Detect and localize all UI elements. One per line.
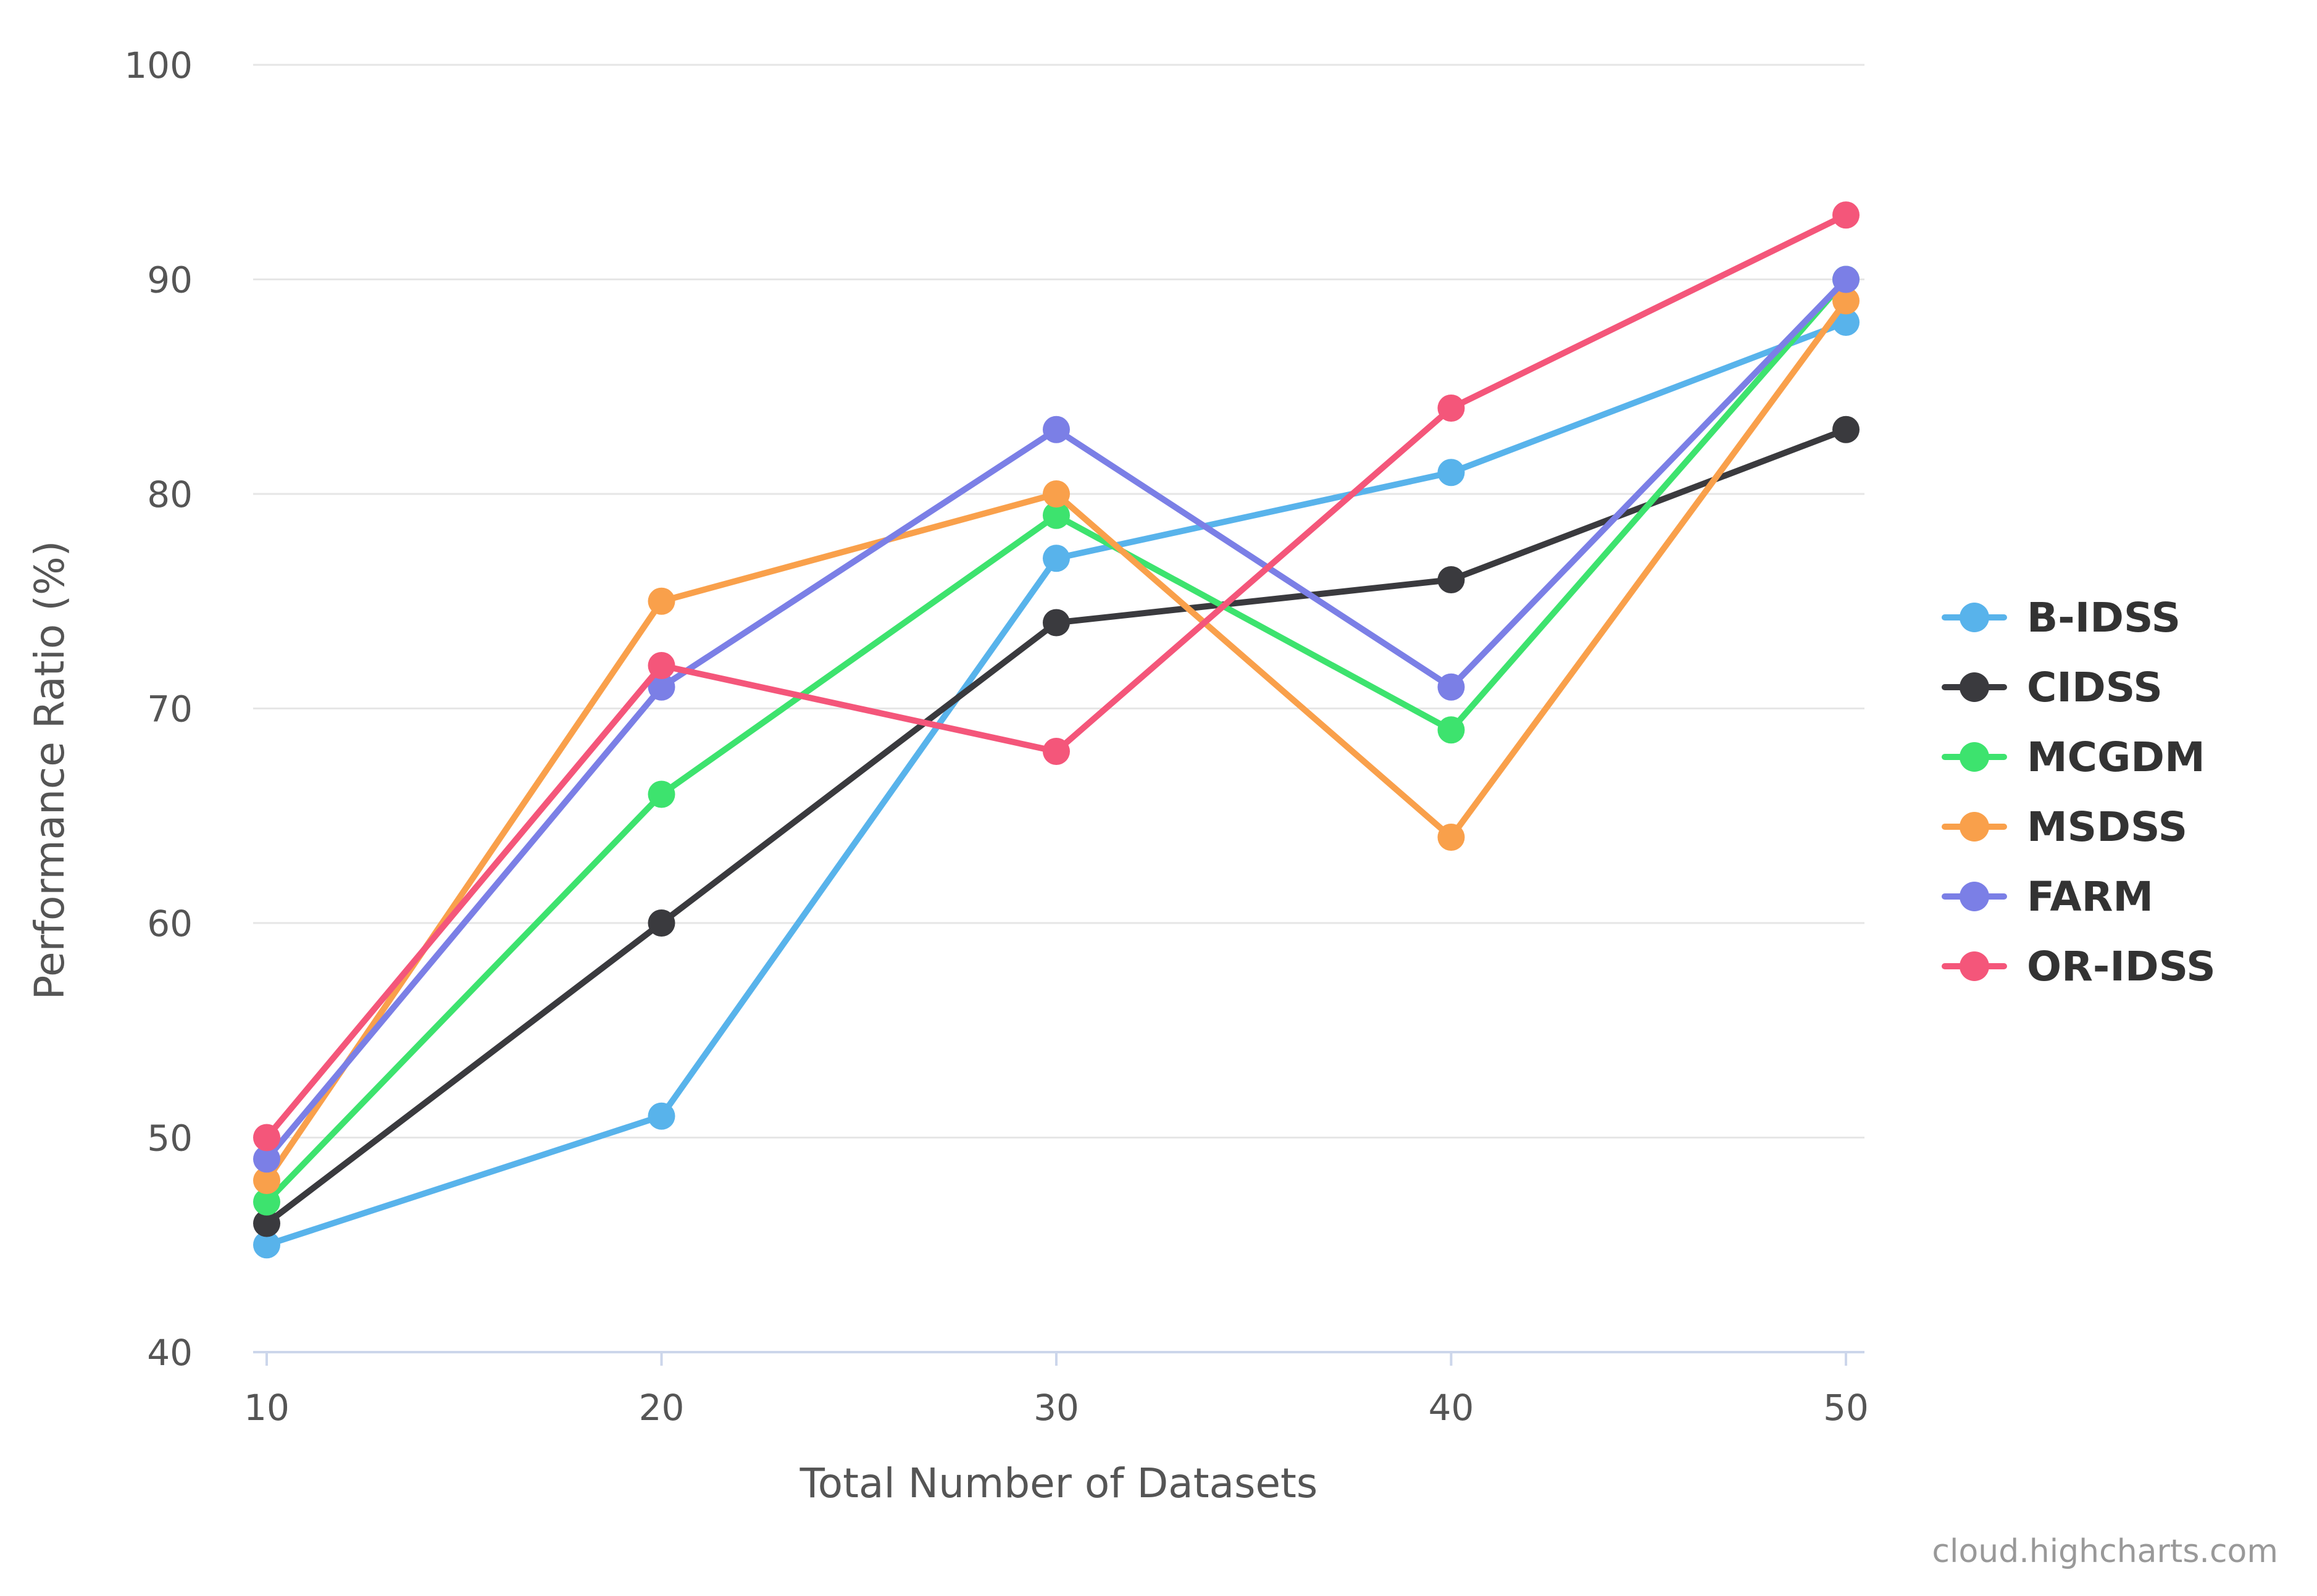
data-point bbox=[1832, 265, 1860, 293]
legend-label: B-IDSS bbox=[2027, 594, 2181, 641]
legend-item-cidss[interactable]: CIDSS bbox=[1942, 664, 2163, 711]
legend-item-msdss[interactable]: MSDSS bbox=[1942, 803, 2187, 851]
grid-lines bbox=[253, 64, 1864, 1139]
legend-marker bbox=[1960, 812, 1989, 842]
y-tick-label: 100 bbox=[124, 44, 193, 86]
data-point bbox=[648, 652, 675, 679]
data-point bbox=[1437, 824, 1465, 851]
y-axis-title: Performance Ratio (%) bbox=[26, 541, 73, 1000]
y-tick-label: 70 bbox=[147, 688, 193, 730]
legend-label: MSDSS bbox=[2027, 803, 2187, 851]
data-point bbox=[253, 1210, 280, 1237]
series-b-idss bbox=[253, 309, 1860, 1259]
data-point bbox=[648, 780, 675, 808]
x-axis bbox=[253, 1351, 1864, 1366]
data-point bbox=[1043, 738, 1070, 765]
x-tick-label: 40 bbox=[1429, 1387, 1474, 1429]
data-point bbox=[253, 1231, 280, 1259]
data-point bbox=[1437, 459, 1465, 487]
legend-marker bbox=[1960, 603, 1989, 632]
y-tick-label: 50 bbox=[147, 1118, 193, 1159]
data-point bbox=[648, 909, 675, 937]
data-point bbox=[1437, 673, 1465, 701]
x-tick-label: 20 bbox=[639, 1387, 685, 1429]
data-point bbox=[1437, 395, 1465, 422]
data-point bbox=[648, 587, 675, 615]
series-cidss bbox=[253, 416, 1860, 1237]
legend-label: FARM bbox=[2027, 873, 2153, 921]
legend-item-farm[interactable]: FARM bbox=[1942, 873, 2153, 921]
data-point bbox=[1043, 545, 1070, 572]
legend-marker bbox=[1960, 951, 1989, 981]
y-axis-tick-labels: 40 50 60 70 80 90 100 bbox=[124, 44, 193, 1374]
legend-label: MCGDM bbox=[2027, 733, 2205, 781]
x-axis-tick-labels: 10 20 30 40 50 bbox=[244, 1387, 1869, 1429]
legend-label: CIDSS bbox=[2027, 664, 2163, 711]
data-point bbox=[253, 1124, 280, 1151]
legend-marker bbox=[1960, 672, 1989, 702]
x-tick-label: 30 bbox=[1033, 1387, 1079, 1429]
legend-marker bbox=[1960, 882, 1989, 911]
data-point bbox=[1043, 609, 1070, 637]
series-line bbox=[264, 319, 1849, 1248]
data-point bbox=[1437, 716, 1465, 744]
data-point bbox=[648, 673, 675, 701]
legend: B-IDSS CIDSS MCGDM MSDSS FARM OR-IDSS bbox=[1942, 594, 2216, 990]
legend-item-b-idss[interactable]: B-IDSS bbox=[1942, 594, 2181, 641]
data-point bbox=[1043, 501, 1070, 529]
data-point bbox=[1043, 416, 1070, 443]
data-point bbox=[253, 1167, 280, 1194]
y-tick-label: 60 bbox=[147, 903, 193, 945]
series-group bbox=[253, 201, 1860, 1259]
data-point bbox=[1832, 287, 1860, 315]
x-tick-label: 50 bbox=[1823, 1387, 1869, 1429]
data-point bbox=[253, 1145, 280, 1173]
data-point bbox=[648, 1102, 675, 1130]
legend-item-or-idss[interactable]: OR-IDSS bbox=[1942, 943, 2216, 990]
x-axis-title: Total Number of Datasets bbox=[799, 1460, 1318, 1507]
data-point bbox=[253, 1188, 280, 1216]
y-tick-label: 40 bbox=[147, 1332, 193, 1374]
series-or-idss bbox=[253, 201, 1860, 1151]
series-farm bbox=[253, 265, 1860, 1173]
data-point bbox=[1043, 480, 1070, 508]
data-point bbox=[1832, 416, 1860, 443]
y-tick-label: 90 bbox=[147, 259, 193, 301]
legend-label: OR-IDSS bbox=[2027, 943, 2216, 990]
data-point bbox=[1832, 201, 1860, 229]
legend-item-mcgdm[interactable]: MCGDM bbox=[1942, 733, 2205, 781]
data-point bbox=[1832, 309, 1860, 336]
data-point bbox=[1437, 566, 1465, 593]
series-line bbox=[264, 212, 1849, 1141]
credits-text[interactable]: cloud.highcharts.com bbox=[1932, 1533, 2278, 1570]
series-msdss bbox=[253, 287, 1860, 1194]
legend-marker bbox=[1960, 742, 1989, 772]
x-tick-label: 10 bbox=[244, 1387, 290, 1429]
y-tick-label: 80 bbox=[147, 474, 193, 516]
